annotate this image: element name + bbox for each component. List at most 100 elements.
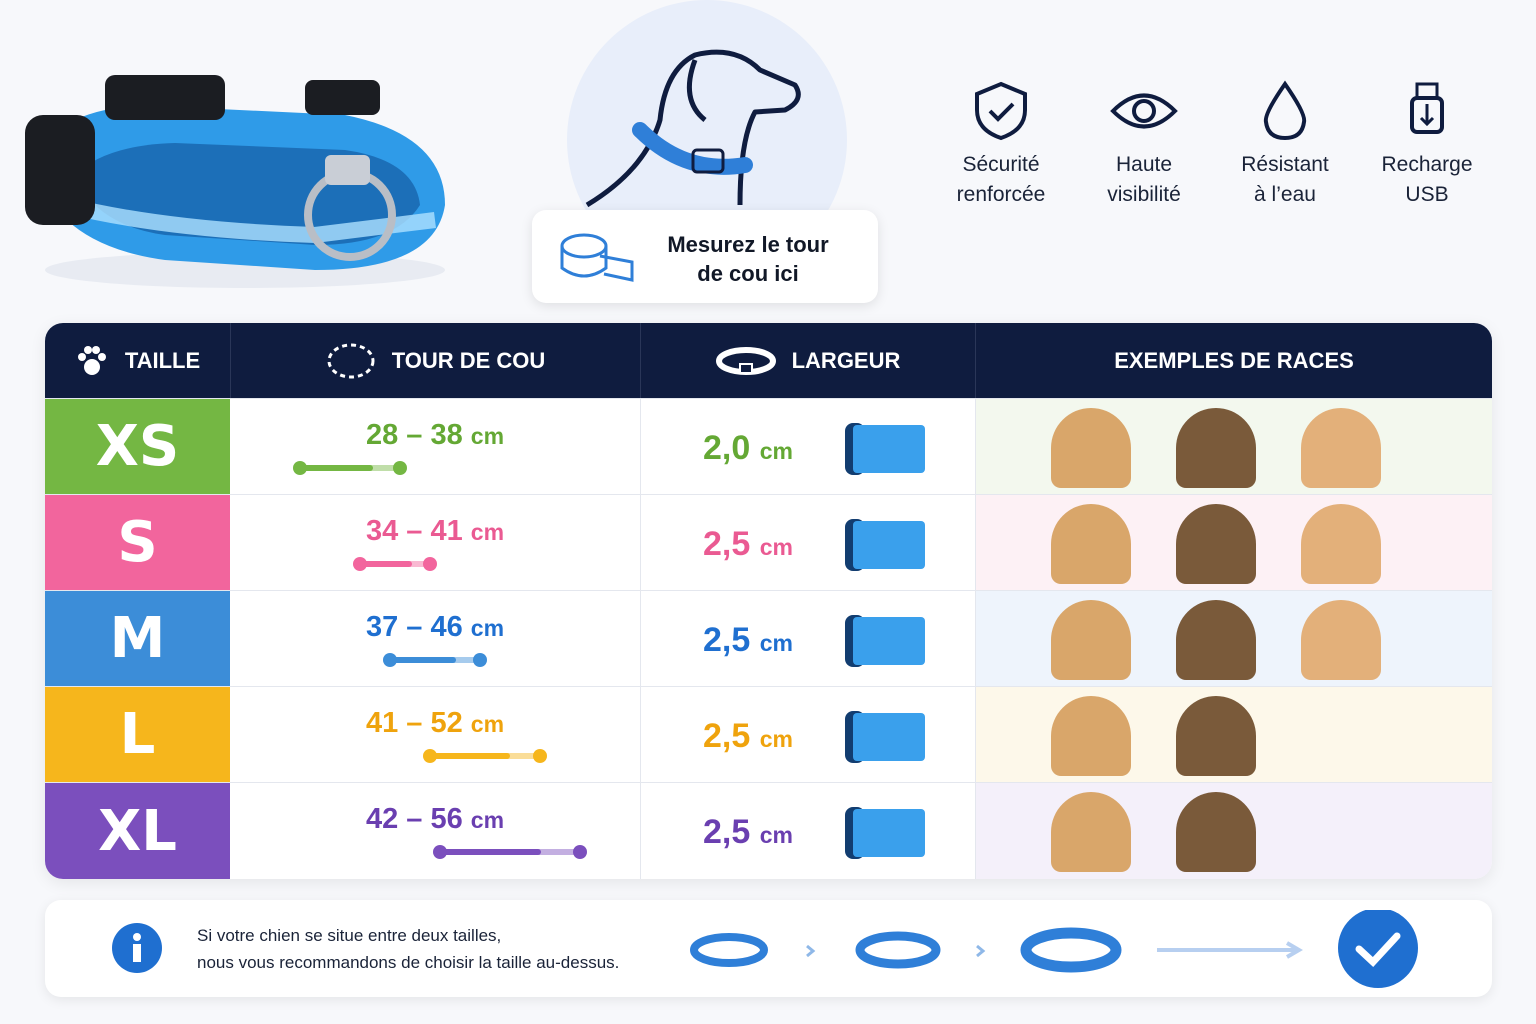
breed-examples (976, 495, 1492, 590)
size-cell: XL (45, 783, 230, 879)
size-row: M 37 – 46 cm 2,5 cm (45, 590, 1492, 686)
neck-range: 42 – 56 cm (230, 803, 640, 836)
feature-label: à l’eau (1254, 183, 1316, 206)
neck-unit: cm (470, 711, 505, 737)
breed-photo (1176, 600, 1256, 680)
separator: – (406, 419, 423, 451)
strap (853, 617, 925, 665)
neck-range: 28 – 38 cm (230, 419, 640, 452)
breed-photo (1051, 792, 1131, 872)
upsize-illustration (690, 910, 1418, 988)
neck-min: 37 (365, 611, 399, 643)
feature-label: Résistant (1241, 153, 1329, 176)
feature: Résistant à l’eau (1215, 80, 1355, 210)
measure-hint: Mesurez le tour de cou ici (642, 230, 854, 288)
strap (853, 809, 925, 857)
range-max-dot (473, 653, 487, 667)
neck-bar (293, 461, 407, 475)
size-cell: XS (45, 399, 230, 494)
paw-icon (77, 345, 106, 375)
info-line: nous vous recommandons de choisir la tai… (197, 953, 620, 972)
feature-label: Sécurité (962, 153, 1040, 176)
range-min-dot (433, 845, 447, 859)
neck-min: 34 (365, 515, 399, 547)
neck-bar (433, 845, 587, 859)
strap-image (845, 615, 925, 667)
header-cell: TOUR DE COU (231, 323, 641, 398)
measure-line: de cou ici (697, 261, 799, 286)
range-min-dot (423, 749, 437, 763)
range-min-dot (353, 557, 367, 571)
header-label: LARGEUR (791, 347, 901, 373)
strap (853, 425, 925, 473)
width-value: 2,5 (703, 525, 751, 563)
shield-icon (975, 81, 1027, 141)
eye-icon (1110, 93, 1178, 129)
size-row: XL 42 – 56 cm 2,5 cm (45, 782, 1492, 879)
range-min-dot (293, 461, 307, 475)
breed-examples (976, 783, 1492, 879)
strap-image (845, 807, 925, 859)
neck-min: 28 (365, 419, 399, 451)
width-label: 2,5 cm (703, 813, 793, 852)
breed-photo (1301, 600, 1381, 680)
breed-photo (1176, 408, 1256, 488)
feature-label: visibilité (1107, 183, 1181, 206)
range-min-dot (383, 653, 397, 667)
width-label: 2,5 cm (703, 717, 793, 756)
header-label: EXEMPLES DE RACES (1114, 347, 1354, 373)
tape-icon (560, 233, 634, 282)
width-cell: 2,5 cm (641, 783, 976, 879)
width-value: 2,5 (703, 621, 751, 659)
breed-photo (1176, 792, 1256, 872)
width-label: 2,5 cm (703, 525, 793, 564)
size-table: TAILLE TOUR DE COU LARGEUR EXEMPLES DE R… (45, 323, 1492, 879)
width-value: 2,0 (703, 429, 751, 467)
feature: Sécurité renforcée (931, 80, 1071, 210)
usb-icon (1410, 82, 1444, 134)
width-label: 2,0 cm (703, 429, 793, 468)
neck-max: 56 (430, 803, 463, 835)
width-cell: 2,5 cm (641, 687, 976, 782)
width-cell: 2,5 cm (641, 591, 976, 686)
collar-icon (715, 346, 776, 375)
range-max-dot (533, 749, 547, 763)
breed-photo (1051, 408, 1131, 488)
header-label: TAILLE (124, 347, 201, 373)
size-row: XS 28 – 38 cm 2,0 cm (45, 398, 1492, 494)
neck-cell: 34 – 41 cm (230, 495, 641, 590)
feature-label: USB (1405, 183, 1449, 206)
strap-image (845, 423, 925, 475)
breed-examples (976, 687, 1492, 782)
width-unit: cm (759, 534, 793, 560)
neck-cell: 42 – 56 cm (230, 783, 641, 879)
breed-examples (976, 591, 1492, 686)
neck-range: 37 – 46 cm (230, 611, 640, 644)
header-cell: TAILLE (45, 323, 231, 398)
range-max-dot (573, 845, 587, 859)
feature-label: Haute (1115, 153, 1173, 176)
info-box: Si votre chien se situe entre deux taill… (45, 900, 1492, 997)
strap (853, 713, 925, 761)
strap-image (845, 519, 925, 571)
breed-photo (1176, 504, 1256, 584)
breed-photo (1301, 504, 1381, 584)
info-text: Si votre chien se situe entre deux taill… (197, 922, 619, 976)
neck-max: 41 (430, 515, 463, 547)
neck-min: 42 (365, 803, 399, 835)
neck-cell: 28 – 38 cm (230, 399, 641, 494)
neck-max: 38 (430, 419, 463, 451)
feature: Haute visibilité (1074, 80, 1214, 210)
neck-range: 34 – 41 cm (230, 515, 640, 548)
neck-range: 41 – 52 cm (230, 707, 640, 740)
feature: Recharge USB (1357, 80, 1497, 210)
measure-line: Mesurez le tour (667, 232, 829, 257)
strap (853, 521, 925, 569)
neck-cell: 41 – 52 cm (230, 687, 641, 782)
neck-bar (353, 557, 437, 571)
width-unit: cm (759, 726, 793, 752)
size-cell: S (45, 495, 230, 590)
table-header: TAILLE TOUR DE COU LARGEUR EXEMPLES DE R… (45, 323, 1492, 398)
width-cell: 2,5 cm (641, 495, 976, 590)
collar-image (25, 75, 445, 288)
